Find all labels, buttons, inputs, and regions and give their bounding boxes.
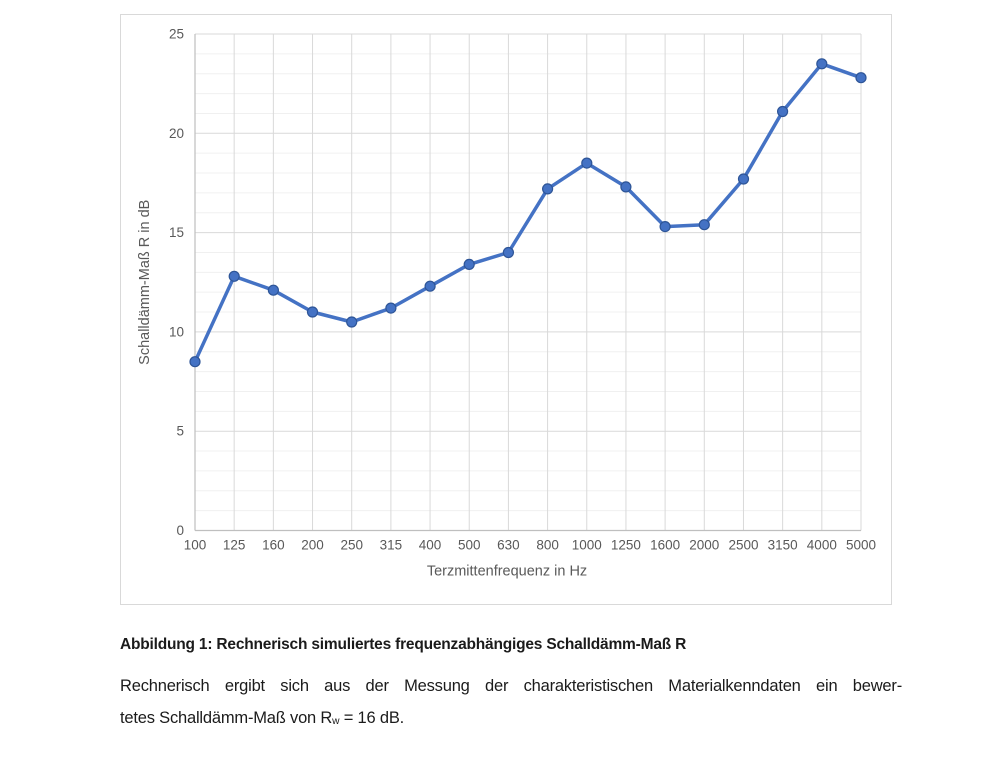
data-point-2500 <box>737 173 750 185</box>
data-point-250 <box>346 316 358 328</box>
data-point-630 <box>502 246 514 259</box>
data-point-1000 <box>581 157 593 169</box>
data-point-315 <box>385 302 397 314</box>
x-tick-label: 1000 <box>572 538 602 553</box>
x-tick-label: 250 <box>340 538 363 553</box>
x-tick-label: 5000 <box>846 538 876 553</box>
data-point-200 <box>306 306 319 318</box>
y-tick-label: 25 <box>169 27 184 42</box>
data-point-400 <box>424 280 436 292</box>
data-point-3150 <box>776 105 789 118</box>
y-axis-title: Schalldämm-Maß R in dB <box>137 200 153 365</box>
x-tick-label: 1600 <box>650 538 680 553</box>
y-tick-label: 20 <box>169 126 184 141</box>
line-chart: 100 125 160 200 250 315 400 500 630 800 1000 1250 16… <box>137 27 876 580</box>
x-tick-label: 125 <box>223 538 246 553</box>
y-tick-label: 0 <box>176 523 184 538</box>
data-point-160 <box>267 284 279 296</box>
series-line <box>193 62 863 364</box>
x-tick-label: 3150 <box>768 538 798 553</box>
y-tick-label: 10 <box>169 324 184 339</box>
y-tick-label: 5 <box>176 424 184 439</box>
chart-container: 100 125 160 200 250 315 400 500 630 800 1000 1250 16… <box>120 14 892 605</box>
x-tick-label: 630 <box>497 538 520 553</box>
x-tick-label: 400 <box>419 538 442 553</box>
caption-body-line2-pre: tetes Schalldämm-Maß von R <box>120 709 333 727</box>
x-tick-label: 4000 <box>807 538 837 553</box>
caption-body-subscript: w <box>332 716 340 728</box>
x-tick-label: 315 <box>380 538 403 553</box>
x-tick-label: 2000 <box>689 538 719 553</box>
data-point-100 <box>189 356 201 368</box>
data-point-2000 <box>698 219 710 231</box>
x-tick-label: 200 <box>301 538 324 553</box>
x-tick-label: 100 <box>184 538 207 553</box>
caption-paragraph: Rechnerisch ergibt sich aus der Messung … <box>120 670 902 737</box>
data-point-4000 <box>816 58 828 70</box>
x-tick-label: 500 <box>458 538 481 553</box>
x-tick-label: 1250 <box>611 538 641 553</box>
caption-title: Abbildung 1: Rechnerisch simuliertes fre… <box>120 636 687 653</box>
data-point-125 <box>228 270 240 282</box>
data-point-500 <box>463 258 475 270</box>
y-tick-label: 15 <box>169 225 184 240</box>
x-tick-label: 2500 <box>728 538 758 553</box>
caption-body-line1: Rechnerisch ergibt sich aus der Messung … <box>120 677 902 695</box>
data-point-1600 <box>659 221 671 233</box>
figure-caption: Abbildung 1: Rechnerisch simuliertes fre… <box>120 634 902 737</box>
x-tick-label: 800 <box>536 538 559 553</box>
caption-body-line2: tetes Schalldämm-Maß von Rw = 16 dB. <box>120 702 902 737</box>
caption-body-line2-post: = 16 dB. <box>339 709 405 727</box>
data-point-800 <box>542 183 554 195</box>
x-axis-title: Terzmittenfrequenz in Hz <box>427 564 587 580</box>
x-tick-label: 160 <box>262 538 285 553</box>
data-point-5000 <box>855 72 867 84</box>
data-point-1250 <box>620 181 632 193</box>
